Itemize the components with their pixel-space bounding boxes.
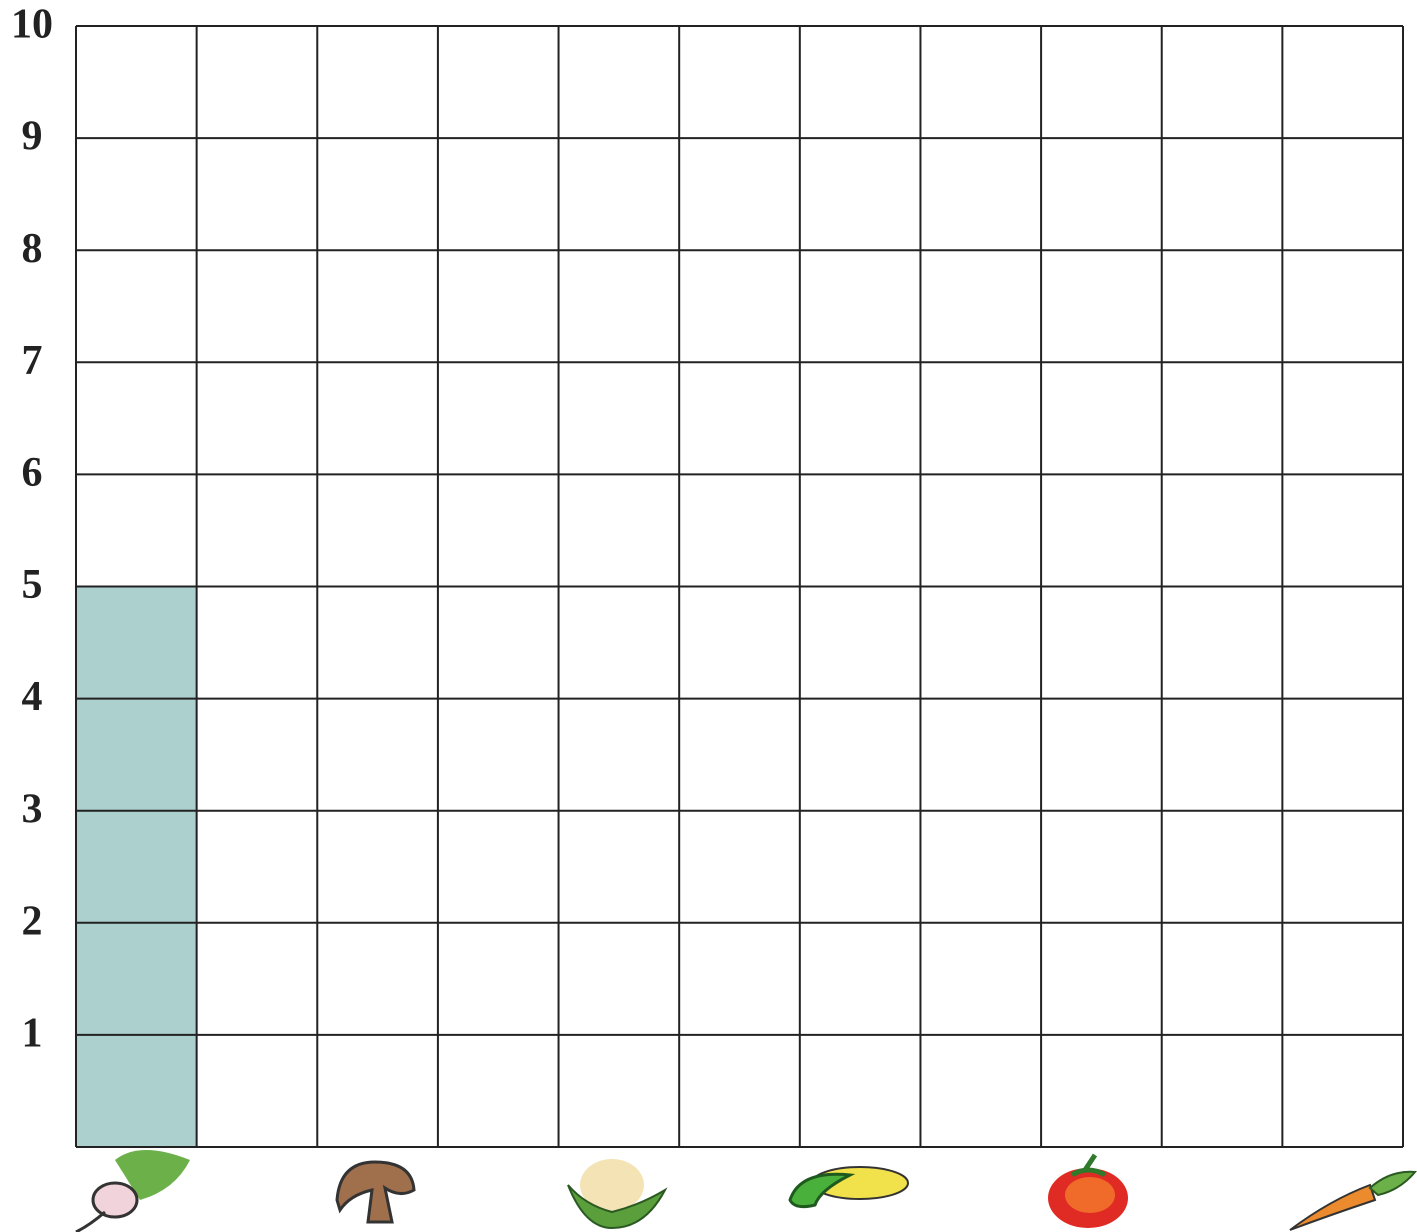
turnip-icon [75,1150,190,1232]
y-tick-label: 6 [22,450,43,496]
y-tick-label: 5 [22,562,43,608]
y-tick-label: 10 [11,2,53,48]
y-tick-label: 9 [22,114,43,160]
carrot-icon [1289,1170,1417,1231]
y-tick-label: 1 [22,1011,43,1057]
corn-icon [788,1166,909,1209]
y-tick-label: 3 [22,786,43,832]
cauliflower-icon [567,1159,668,1230]
tomato-icon [1048,1153,1128,1228]
bar [76,586,197,1147]
mushroom-icon [335,1160,416,1224]
plot-area: 1 2 3 4 5 6 7 8 9 10 [11,2,1404,1148]
y-tick-label: 2 [22,898,43,944]
vegetable-icons [75,1150,1417,1232]
y-tick-label: 8 [22,226,43,272]
y-tick-label: 7 [22,338,43,384]
y-tick-label: 4 [22,674,43,720]
